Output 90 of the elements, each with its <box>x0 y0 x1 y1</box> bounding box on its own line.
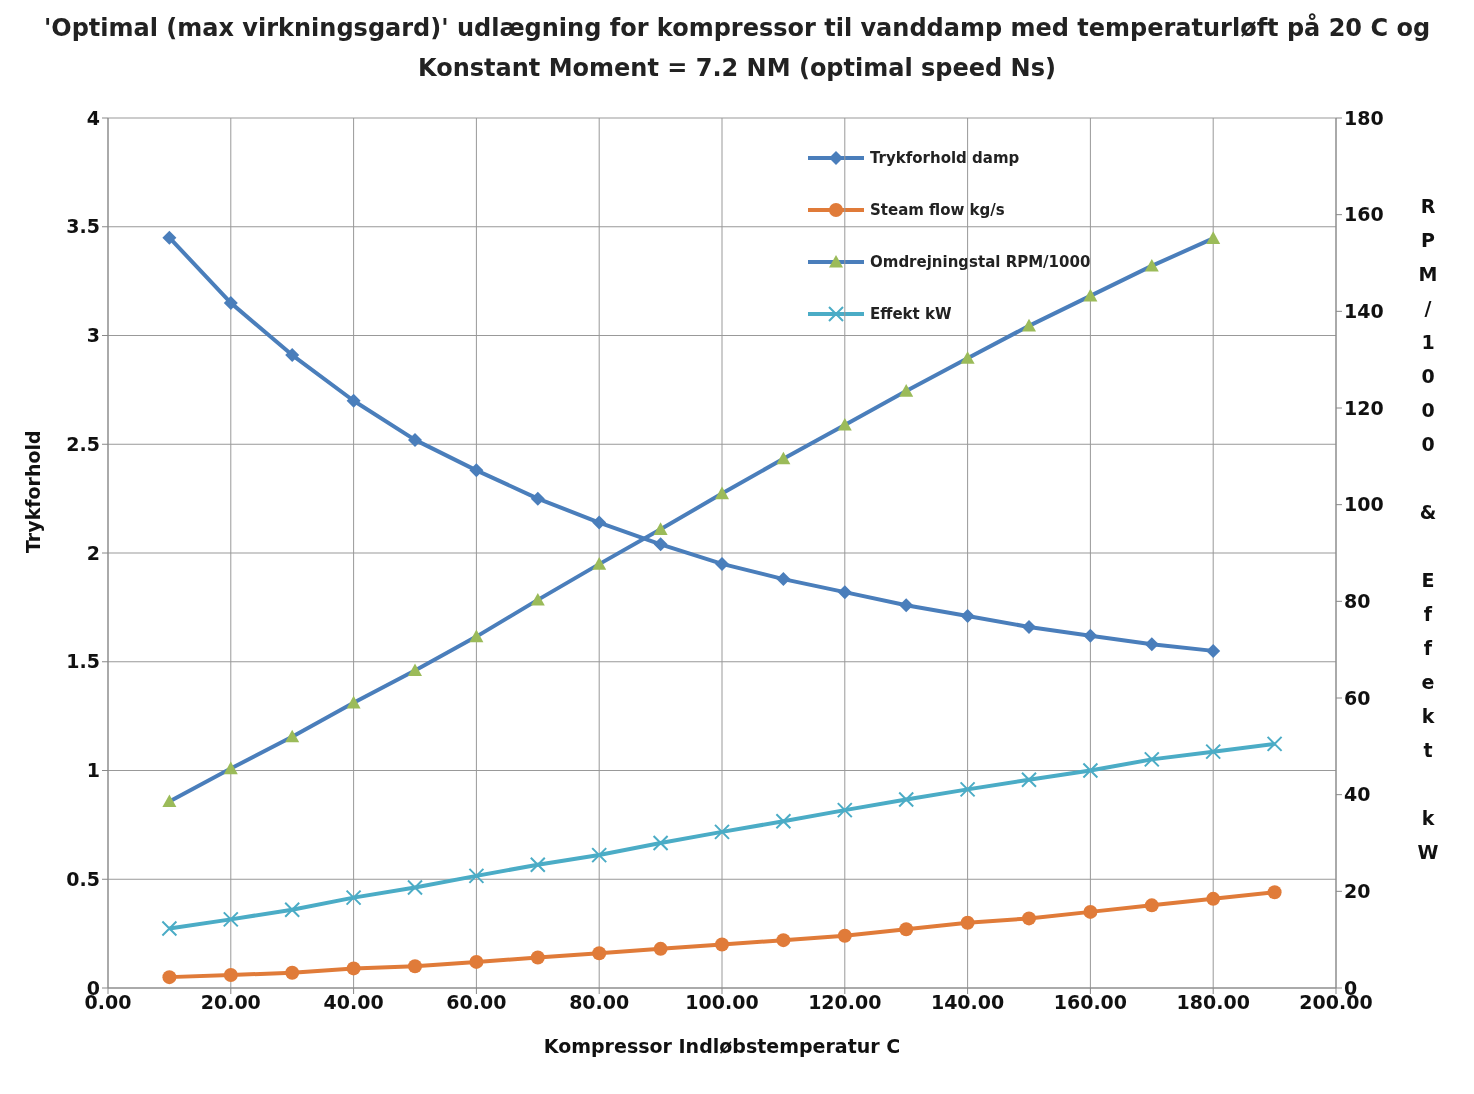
y-tick-label: 2 <box>86 541 100 564</box>
y2-tick-label: 80 <box>1344 590 1371 613</box>
point <box>222 911 239 928</box>
point <box>345 889 362 906</box>
y2-tick-label: 60 <box>1344 686 1371 709</box>
y2-tick-label: 120 <box>1344 396 1384 419</box>
point <box>960 915 975 930</box>
y2-tick-label: 100 <box>1344 493 1384 516</box>
point <box>1022 619 1036 634</box>
point <box>223 967 238 982</box>
x-tick-label: 160.00 <box>1053 991 1128 1014</box>
y2-tick-label: 180 <box>1344 106 1384 129</box>
point <box>775 813 792 830</box>
y-tick-label: 2.5 <box>66 432 100 455</box>
point <box>161 920 178 937</box>
x-tick-label: 60.00 <box>446 991 507 1014</box>
point <box>776 572 791 587</box>
y-tick-label: 4 <box>86 106 100 129</box>
point <box>529 856 546 873</box>
point <box>162 970 177 985</box>
x-tick-label: 180.00 <box>1176 991 1250 1014</box>
point <box>530 950 545 965</box>
point <box>285 965 300 980</box>
point <box>469 954 484 969</box>
y-axis-title: Trykforhold <box>21 430 44 553</box>
point <box>898 791 915 808</box>
point <box>837 928 852 943</box>
point <box>715 556 729 571</box>
point <box>1082 762 1099 779</box>
y-tick-label: 3.5 <box>66 215 100 238</box>
point <box>960 609 975 624</box>
legend-label: Steam flow kg/s <box>870 201 1005 219</box>
point <box>469 463 484 478</box>
x-tick-label: 140.00 <box>930 991 1005 1014</box>
point <box>1021 771 1037 788</box>
legend-label: Omdrejningstal RPM/1000 <box>870 253 1091 271</box>
point <box>1144 637 1159 652</box>
point <box>346 961 361 976</box>
point <box>1206 891 1221 906</box>
chart-title: 'Optimal (max virkningsgard)' udlægning for kompressor til vanddamp med temperaturløft på 20 C og Konstant Moment = 7.2 NM (optimal speed Ns) <box>42 12 1432 84</box>
x-tick-label: 120.00 <box>808 991 882 1014</box>
y2-tick-label: 160 <box>1344 203 1384 226</box>
point <box>592 515 607 530</box>
point <box>1144 898 1159 913</box>
point <box>408 959 422 974</box>
y-tick-label: 3 <box>86 324 100 347</box>
point <box>592 946 607 961</box>
point <box>284 901 301 918</box>
text: RPM/1000 & Effekt kW <box>1417 195 1439 863</box>
x-tick-label: 20.00 <box>200 991 261 1014</box>
point <box>776 933 791 948</box>
point <box>1022 911 1036 926</box>
point <box>652 835 669 851</box>
point <box>346 393 361 408</box>
point <box>285 348 300 363</box>
point <box>653 941 668 956</box>
point <box>714 823 730 840</box>
y2-tick-label: 20 <box>1344 880 1371 903</box>
point <box>715 937 729 952</box>
y-tick-label: 0.5 <box>66 867 100 890</box>
point <box>899 598 914 613</box>
y-tick-label: 1 <box>86 759 100 782</box>
point <box>959 781 976 798</box>
y2-tick-label: 140 <box>1344 300 1384 323</box>
x-tick-label: 100.00 <box>685 991 759 1014</box>
point <box>1143 751 1160 768</box>
point <box>408 432 422 447</box>
point <box>591 847 608 864</box>
point <box>530 491 545 506</box>
point <box>837 585 852 600</box>
point <box>1206 643 1221 658</box>
x-tick-label: 40.00 <box>323 991 384 1014</box>
point <box>1083 628 1098 643</box>
point <box>653 537 668 552</box>
point <box>1266 735 1283 752</box>
point <box>468 867 485 884</box>
point <box>1205 743 1222 760</box>
y2-tick-label: 40 <box>1344 783 1371 806</box>
point <box>1267 885 1282 900</box>
point <box>1083 904 1098 919</box>
point <box>407 879 423 896</box>
x-axis-title: Kompressor Indløbstemperatur C <box>543 1035 901 1057</box>
point <box>162 230 177 245</box>
x-tick-label: 80.00 <box>569 991 630 1014</box>
y-tick-label: 1.5 <box>66 650 100 673</box>
point <box>836 802 853 819</box>
legend-label: Trykforhold damp <box>870 149 1020 167</box>
point <box>223 295 238 310</box>
point <box>899 922 914 937</box>
legend-label: Effekt kW <box>870 305 952 323</box>
